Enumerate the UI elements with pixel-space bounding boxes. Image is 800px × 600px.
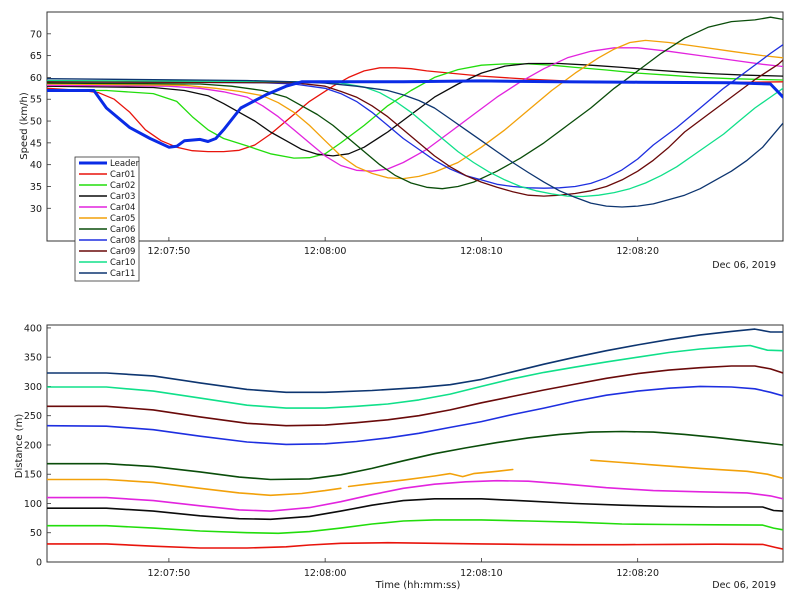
speed-legend: LeaderCar01Car02Car03Car04Car05Car06Car0…: [74, 156, 140, 282]
distance-y-axis-label: Distance (m): [14, 414, 25, 479]
legend-label-car06: Car06: [110, 225, 135, 235]
distance-series-line-trace-4: [47, 478, 342, 497]
speed-series-line-car08: [47, 44, 783, 189]
legend-label-car03: Car03: [110, 192, 135, 202]
distance-axis-ticks: 0 50 100 150 200 250 300 350 400 12:07:50 12:08:00…: [24, 323, 659, 579]
speed-x-tick-label: 12:08:10: [460, 246, 503, 257]
speed-y-tick-label: 30: [30, 204, 42, 215]
speed-series-line-car05: [47, 39, 783, 180]
speed-series-line-car09: [47, 59, 783, 197]
legend-label-car01: Car01: [110, 170, 135, 180]
distance-series-line-trace-2: [47, 498, 783, 521]
speed-y-tick-label: 60: [30, 73, 42, 84]
speed-series-line-car06: [47, 16, 783, 190]
distance-series-line-trace-11: [47, 328, 783, 394]
distance-x-tick-label: 12:07:50: [148, 568, 191, 579]
distance-x-tick-label: 12:08:10: [460, 568, 503, 579]
speed-y-tick-label: 50: [30, 117, 42, 128]
speed-series-line-car04: [47, 47, 783, 172]
distance-series-line-trace-1: [47, 519, 783, 535]
legend-label-car04: Car04: [110, 203, 135, 213]
speed-series-line-car11: [47, 78, 783, 208]
distance-series-lines: [47, 328, 783, 550]
distance-y-tick-label: 0: [36, 558, 42, 569]
speed-y-tick-label: 40: [30, 160, 42, 171]
distance-series-line-trace-3: [47, 479, 783, 512]
distance-y-tick-label: 50: [30, 528, 42, 539]
legend-label-car02: Car02: [110, 181, 135, 191]
distance-plot-area: [46, 324, 784, 563]
speed-y-tick-label: 65: [30, 51, 42, 62]
speed-y-axis-label: Speed (km/h): [19, 92, 30, 160]
distance-series-line-trace-6: [590, 459, 783, 480]
speed-x-tick-label: 12:07:50: [148, 246, 191, 257]
legend-label-car08: Car08: [110, 236, 135, 246]
speed-x-tick-label: 12:08:20: [616, 246, 659, 257]
speed-x-tick-label: 12:08:00: [304, 246, 347, 257]
speed-y-tick-label: 45: [30, 138, 42, 149]
speed-series-line-leader: [47, 79, 783, 149]
speed-series-lines: [47, 16, 783, 208]
distance-series-line-trace-7: [47, 430, 783, 481]
legend-label-car10: Car10: [110, 258, 135, 268]
distance-series-line-trace-0: [47, 541, 783, 550]
distance-y-tick-label: 300: [24, 382, 42, 393]
distance-x-tick-label: 12:08:00: [304, 568, 347, 579]
speed-y-tick-label: 35: [30, 182, 42, 193]
legend-box: [74, 156, 140, 282]
legend-label-car09: Car09: [110, 247, 135, 257]
speed-axis-ticks: 30 35 40 45 50 55 60 65 70 12:07:50 12:08:00 12:08:…: [30, 29, 659, 257]
distance-y-tick-label: 150: [24, 470, 42, 481]
speed-series-line-car03: [47, 62, 783, 157]
speed-series-line-car10: [47, 79, 783, 198]
speed-y-tick-label: 70: [30, 29, 42, 40]
distance-x-axis-label: Time (hh:mm:ss): [375, 580, 461, 591]
distance-date-label: Dec 06, 2019: [712, 580, 776, 591]
distance-series-line-trace-9: [47, 365, 783, 427]
distance-y-tick-label: 400: [24, 323, 42, 334]
legend-label-leader: Leader: [110, 159, 140, 169]
distance-series-line-trace-5: [347, 468, 514, 488]
speed-date-label: Dec 06, 2019: [712, 260, 776, 271]
distance-y-tick-label: 250: [24, 411, 42, 422]
legend-label-car05: Car05: [110, 214, 135, 224]
distance-y-tick-label: 100: [24, 499, 42, 510]
speed-series-line-car01: [47, 67, 783, 153]
distance-y-tick-label: 350: [24, 353, 42, 364]
legend-label-car11: Car11: [110, 269, 135, 279]
speed-series-line-car02: [47, 63, 783, 159]
distance-chart: 0 50 100 150 200 250 300 350 400 12:07:50 12:08:00…: [14, 323, 784, 591]
distance-series-line-trace-10: [47, 344, 783, 409]
speed-y-tick-label: 55: [30, 95, 42, 106]
distance-series-line-trace-8: [47, 385, 783, 446]
distance-x-tick-label: 12:08:20: [616, 568, 659, 579]
speed-chart: 30 35 40 45 50 55 60 65 70 12:07:50 12:08:00 12:08:…: [19, 11, 784, 282]
distance-y-tick-label: 200: [24, 440, 42, 451]
